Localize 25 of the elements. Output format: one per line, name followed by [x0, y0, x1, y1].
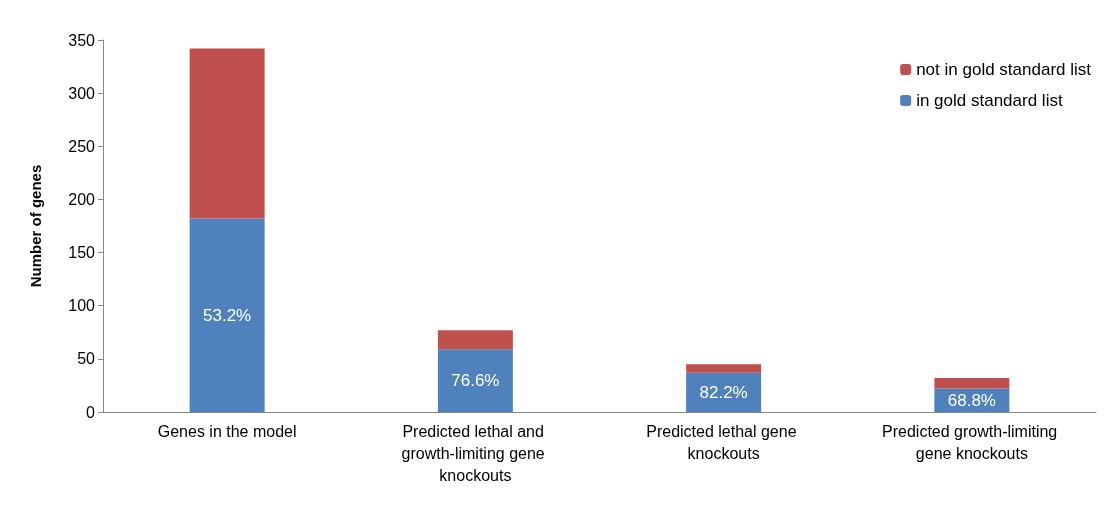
y-tick-label: 50	[77, 350, 96, 368]
y-axis-title: Number of genes	[27, 164, 44, 288]
annotation: 82.2%	[699, 382, 748, 402]
legend-label: not in gold standard list	[916, 60, 1092, 79]
bar	[934, 377, 1010, 389]
x-tick-label: Predicted growth-limiting gene knockouts	[882, 422, 1062, 462]
y-tick-label: 0	[86, 403, 96, 421]
x-tick-label: Predicted lethal and growth-limiting gene knockouts	[401, 422, 550, 484]
y-tick-label: 250	[68, 137, 96, 155]
y-tick-label: 200	[68, 190, 96, 208]
annotation: 76.6%	[451, 371, 500, 391]
legend-label: in gold standard list	[916, 91, 1063, 110]
bar	[437, 330, 513, 350]
annotation: 53.2%	[203, 305, 252, 325]
bar	[437, 349, 513, 412]
x-tick-label: Predicted lethal gene knockouts	[646, 422, 802, 462]
annotation: 68.8%	[947, 390, 996, 410]
bar	[686, 364, 762, 373]
y-tick-label: 350	[68, 31, 96, 49]
x-tick-label: Genes in the model	[157, 422, 297, 440]
y-tick-label: 300	[68, 84, 96, 102]
y-tick-label: 150	[68, 244, 96, 262]
y-tick-label: 100	[68, 297, 96, 315]
bar	[189, 218, 265, 412]
bar	[189, 48, 265, 219]
